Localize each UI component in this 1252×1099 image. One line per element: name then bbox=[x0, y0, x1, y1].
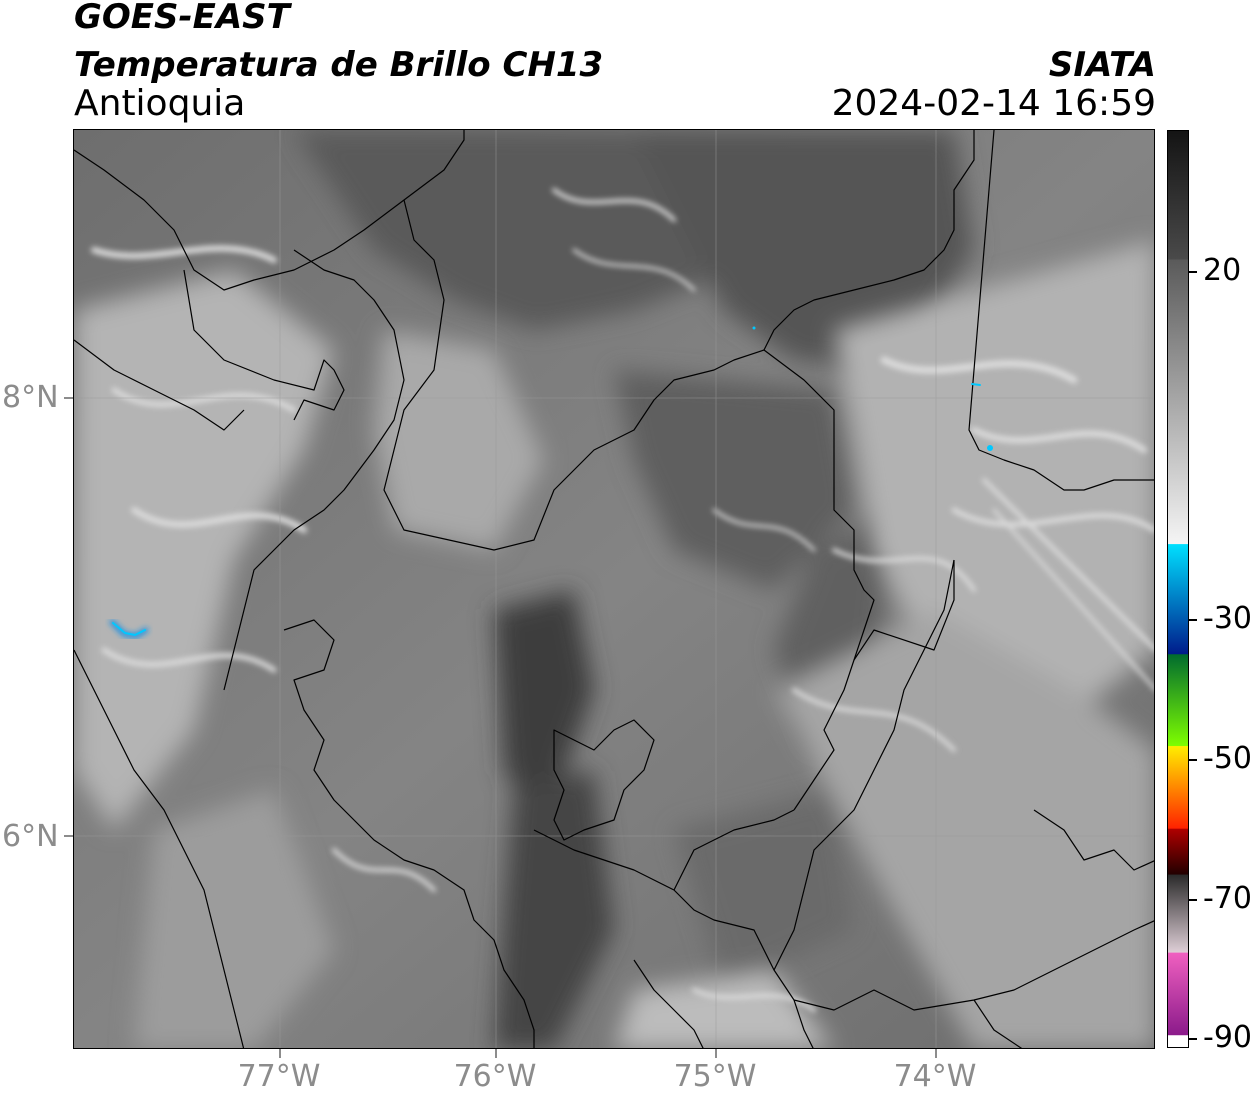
colorbar-segment bbox=[1168, 259, 1188, 545]
colorbar-label-minus70: -70 bbox=[1203, 881, 1252, 916]
colorbar-tick-minus50 bbox=[1189, 759, 1197, 761]
longitude-tick-76w bbox=[495, 1049, 497, 1058]
colorbar-tick-minus30 bbox=[1189, 619, 1197, 621]
map-panel[interactable] bbox=[73, 129, 1155, 1049]
organization-label: SIATA bbox=[1048, 45, 1156, 85]
longitude-label-75w: 75°W bbox=[673, 1059, 757, 1094]
colorbar-segment bbox=[1168, 874, 1188, 954]
colorbar-segment bbox=[1168, 131, 1188, 261]
longitude-label-77w: 77°W bbox=[237, 1059, 321, 1094]
boundary-lines bbox=[74, 130, 1154, 1048]
latitude-label-6n: 6°N bbox=[2, 819, 59, 854]
colorbar-tick-20 bbox=[1189, 271, 1197, 273]
colorbar-tick-minus70 bbox=[1189, 899, 1197, 901]
longitude-label-76w: 76°W bbox=[453, 1059, 537, 1094]
colorbar bbox=[1167, 130, 1189, 1048]
colorbar-segment bbox=[1168, 746, 1188, 830]
longitude-tick-74w bbox=[935, 1049, 937, 1058]
longitude-tick-77w bbox=[279, 1049, 281, 1058]
latitude-tick-8n bbox=[64, 397, 73, 399]
colorbar-tick-minus90 bbox=[1189, 1038, 1197, 1040]
longitude-label-74w: 74°W bbox=[893, 1059, 977, 1094]
colorbar-segment bbox=[1168, 654, 1188, 747]
colorbar-label-minus30: -30 bbox=[1203, 601, 1252, 636]
satellite-map[interactable] bbox=[74, 130, 1155, 1049]
colorbar-label-minus50: -50 bbox=[1203, 741, 1252, 776]
longitude-tick-75w bbox=[715, 1049, 717, 1058]
region-subtitle: Antioquia bbox=[74, 83, 246, 124]
colorbar-segment bbox=[1168, 828, 1188, 876]
agency-title: GOES-EAST bbox=[74, 0, 290, 37]
bright-cloud-features bbox=[74, 240, 1154, 1048]
colorbar-label-20: 20 bbox=[1203, 253, 1242, 288]
timestamp-label: 2024-02-14 16:59 bbox=[831, 83, 1156, 124]
latitude-label-8n: 8°N bbox=[2, 380, 59, 415]
colorbar-segment bbox=[1168, 1035, 1188, 1047]
colorbar-gradient bbox=[1168, 131, 1188, 1047]
graticule bbox=[74, 130, 1154, 1048]
latitude-tick-6n bbox=[64, 835, 73, 837]
cold-cloud-spots bbox=[109, 326, 993, 639]
colorbar-segment bbox=[1168, 544, 1188, 655]
colorbar-label-minus90: -90 bbox=[1203, 1020, 1252, 1055]
product-title: Temperatura de Brillo CH13 bbox=[74, 45, 604, 85]
colorbar-segment bbox=[1168, 952, 1188, 1036]
